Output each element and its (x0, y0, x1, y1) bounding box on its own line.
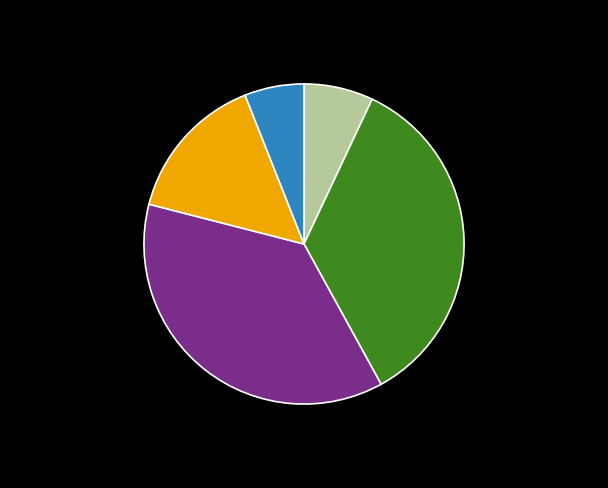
Wedge shape (144, 204, 381, 404)
Wedge shape (304, 84, 372, 244)
Wedge shape (304, 99, 464, 384)
Wedge shape (149, 95, 304, 244)
Wedge shape (245, 84, 304, 244)
